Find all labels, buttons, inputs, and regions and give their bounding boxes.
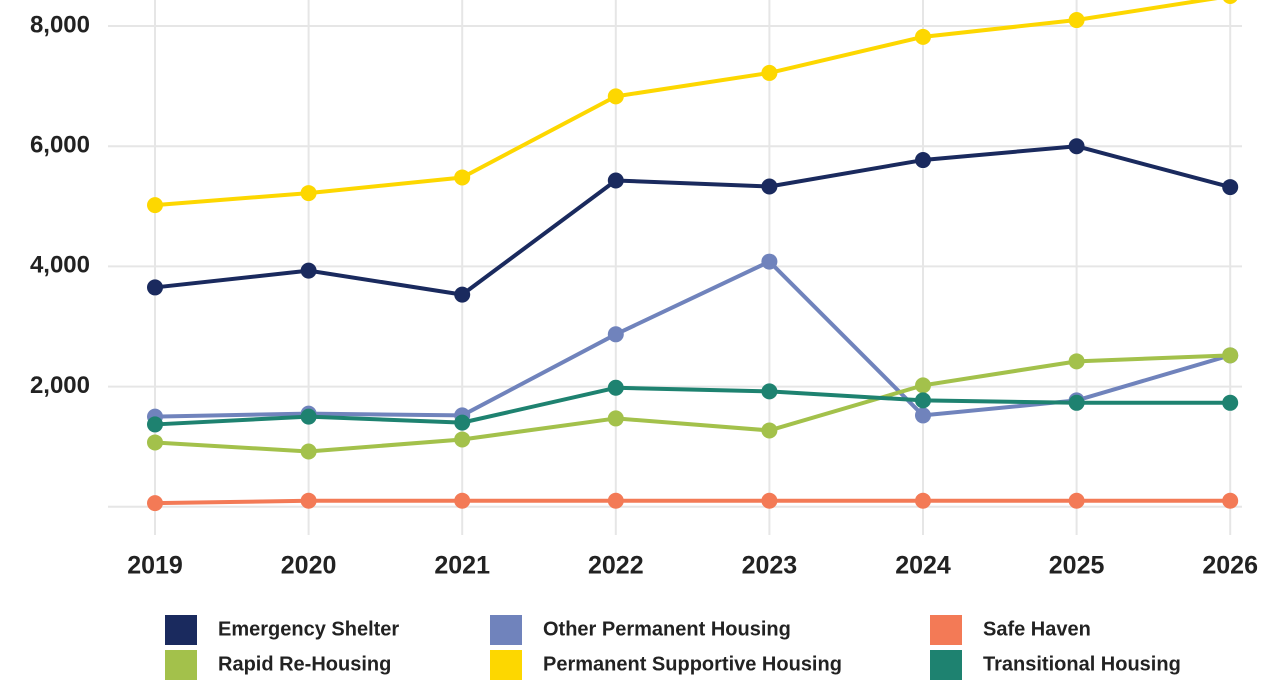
data-point [1068,353,1085,370]
y-tick-label: 2,000 [30,372,90,399]
x-tick-label: 2019 [127,552,183,580]
data-point [1222,347,1239,364]
x-tick-label: 2024 [895,552,951,580]
data-point [300,443,317,460]
data-point [761,64,778,81]
data-point [1222,179,1239,196]
data-point [147,197,163,214]
data-point [607,88,624,105]
data-point [454,286,471,303]
series-line [154,0,1218,208]
legend-swatch [165,615,197,645]
legend-label: Transitional Housing [983,653,1181,675]
legend-swatch [165,650,197,680]
legend-swatch [490,650,522,680]
data-point [915,492,931,509]
data-point [1068,12,1085,29]
data-point [454,169,471,186]
data-point [454,492,471,509]
data-point [454,414,471,431]
legend-label: Rapid Re-Housing [218,653,391,675]
data-point [1222,394,1239,411]
data-point [147,279,163,296]
data-point [1068,138,1085,155]
y-tick-label: 8,000 [30,11,90,38]
data-point [1223,0,1238,4]
series-line [154,498,1231,506]
legend-label: Safe Haven [983,618,1091,640]
data-point [607,172,624,189]
x-tick-label: 2025 [1049,552,1105,580]
data-point [300,185,317,202]
data-point [1068,492,1085,509]
series-line [154,144,1231,297]
legend-label: Emergency Shelter [218,618,399,640]
data-point [1222,492,1239,509]
x-tick-label: 2020 [281,552,337,580]
data-point [915,377,931,394]
x-tick-label: 2026 [1202,552,1258,580]
data-point [761,178,778,195]
data-point [454,431,471,448]
y-tick-label: 6,000 [30,132,90,159]
x-tick-label: 2022 [588,552,644,580]
series-line [154,353,1231,454]
series-line [154,259,1231,419]
data-point [915,392,931,409]
data-point [147,416,163,433]
data-point [761,383,778,400]
legend-label: Other Permanent Housing [543,618,791,640]
data-point [1068,394,1085,411]
legend-swatch [930,650,962,680]
data-point [607,492,624,509]
data-point [915,28,931,45]
data-point [915,407,931,424]
x-tick-label: 2021 [434,552,490,580]
legend-label: Permanent Supportive Housing [543,653,842,675]
series-line [154,385,1231,427]
data-point [300,492,317,509]
data-point [607,326,624,343]
data-point [300,262,317,279]
data-point [761,492,778,509]
data-point [607,410,624,427]
data-point [147,434,163,451]
data-point [300,408,317,425]
legend-swatch [930,615,962,645]
legend-swatch [490,615,522,645]
data-point [761,253,778,270]
data-point [607,379,624,396]
y-tick-label: 4,000 [30,252,90,279]
data-point [761,422,778,439]
x-tick-label: 2023 [742,552,798,580]
data-point [147,495,163,512]
data-point [915,152,931,169]
